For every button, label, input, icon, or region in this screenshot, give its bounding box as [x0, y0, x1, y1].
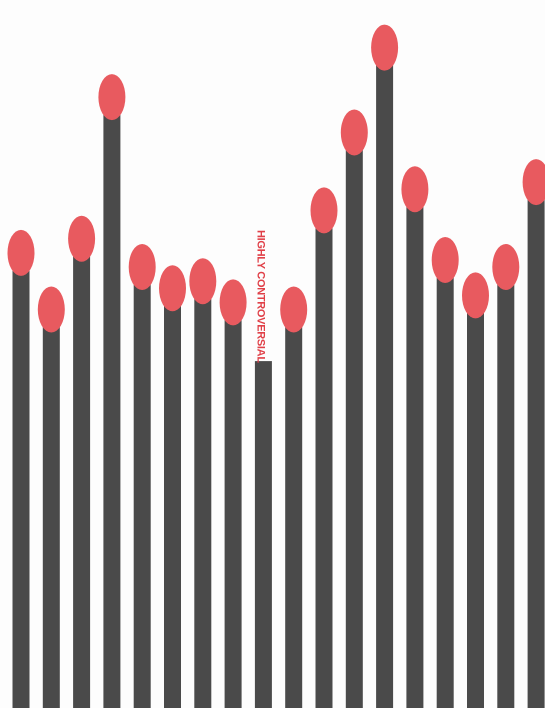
matchstick-body — [103, 99, 121, 708]
highly-controversial-caption: HIGHLY CONTROVERSIAL — [254, 230, 266, 363]
matchstick-body — [315, 212, 333, 708]
matchstick-body — [194, 283, 212, 708]
matchstick-body — [42, 311, 60, 708]
match-head — [98, 74, 126, 121]
match-head — [401, 166, 429, 213]
matchstick-body — [345, 134, 363, 708]
match-head — [492, 244, 520, 290]
matchstick-body — [497, 269, 515, 708]
match-head — [431, 237, 459, 283]
matchstick-body — [12, 254, 30, 708]
matchstick-body — [527, 184, 545, 708]
match-head — [340, 109, 368, 156]
match-head — [522, 159, 545, 206]
match-head — [219, 279, 247, 326]
match-head — [68, 215, 96, 262]
match-head — [128, 244, 156, 290]
matchstick-body — [467, 297, 484, 708]
match-head — [280, 286, 308, 333]
matchstick-body — [254, 361, 272, 708]
matchstick-body — [285, 311, 303, 708]
match-head — [310, 187, 338, 234]
match-head — [371, 24, 399, 71]
matchstick-body — [376, 49, 394, 708]
matchstick-body — [406, 191, 424, 708]
matchstick-row — [7, 24, 545, 708]
matchstick-body — [224, 304, 242, 708]
match-head — [37, 286, 65, 333]
matchstick-body — [164, 290, 181, 708]
matchstick-body — [73, 240, 91, 708]
match-head — [7, 229, 35, 276]
match-head — [462, 272, 489, 319]
matchstick-body — [133, 269, 151, 708]
match-head — [159, 265, 186, 312]
match-head — [189, 258, 217, 305]
matchstick-body — [436, 262, 454, 708]
